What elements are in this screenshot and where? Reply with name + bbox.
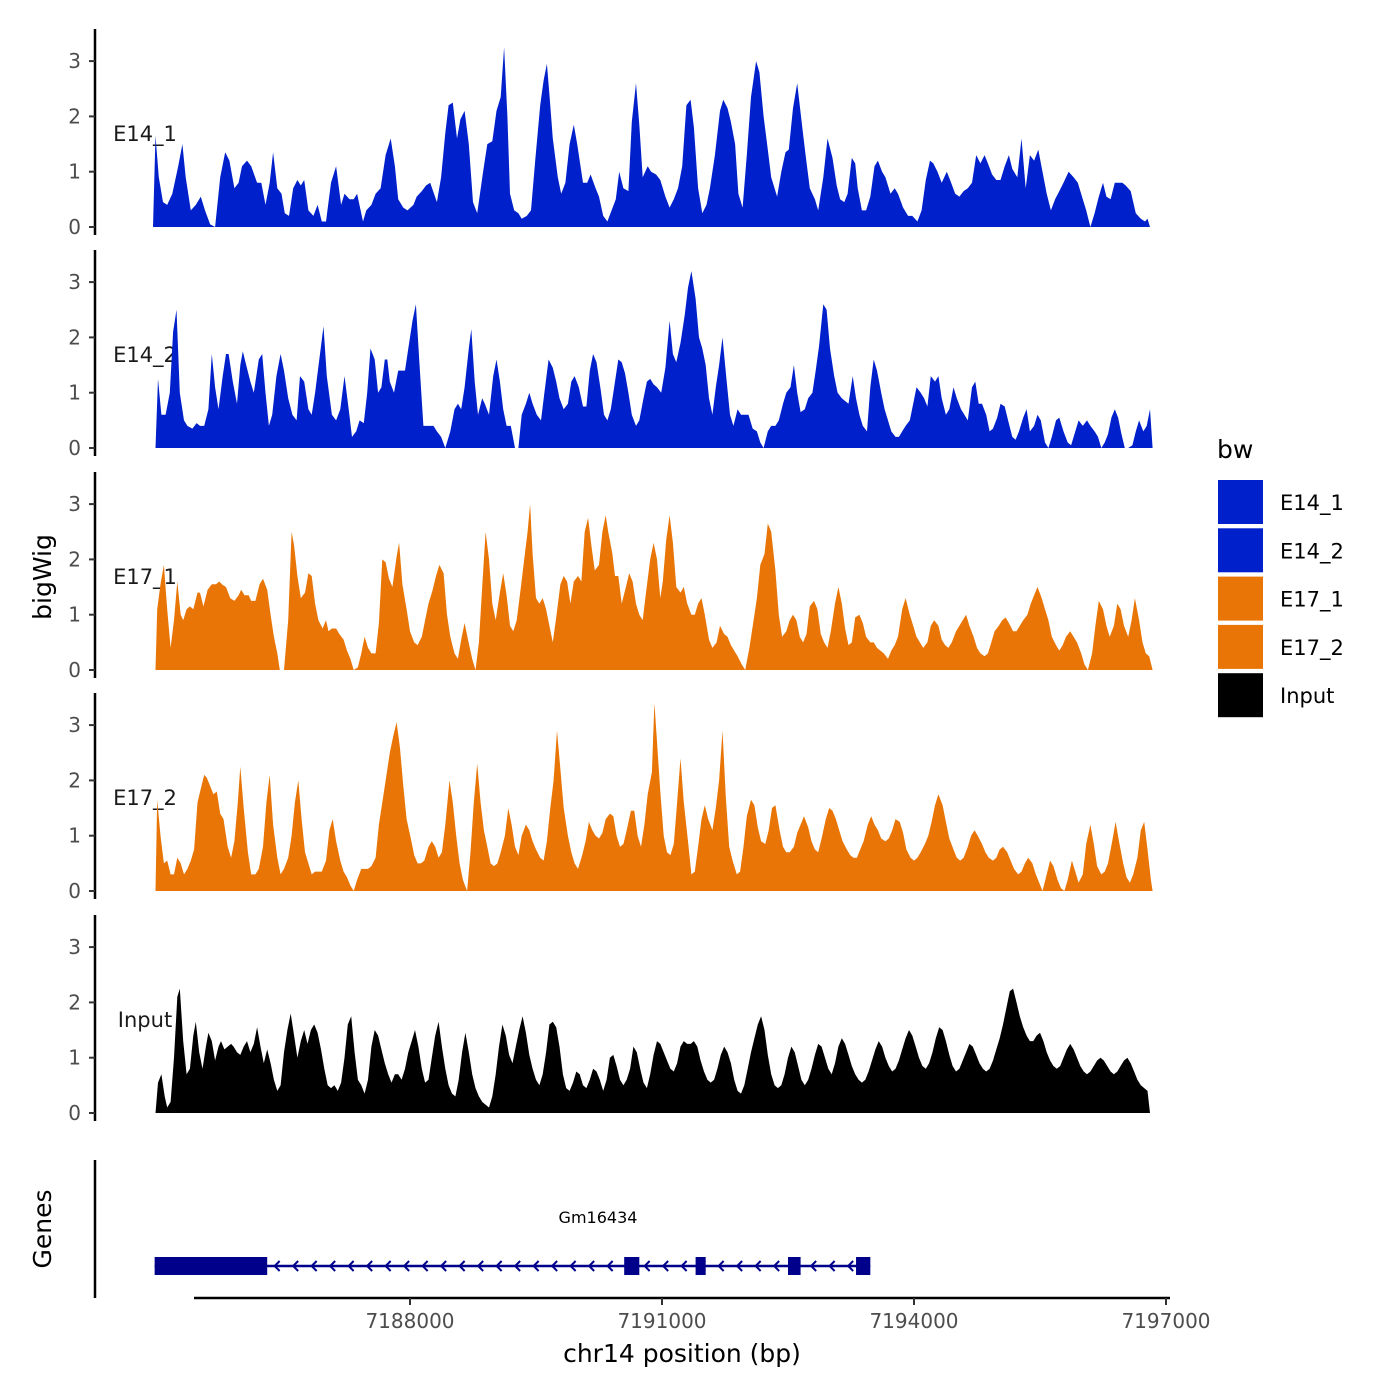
gene-exon [624,1257,640,1275]
y-tick-label: 0 [68,436,81,460]
coverage-area [155,988,1150,1113]
coverage-area [155,271,1153,448]
track-label: E14_2 [113,343,177,368]
coverage-area [155,703,1153,891]
strand-arrow [809,1260,817,1272]
strand-arrow [495,1260,503,1272]
strand-arrow [735,1260,743,1272]
coverage-area [155,504,1153,670]
legend-label: E14_1 [1280,491,1344,516]
x-tick-label: 7188000 [365,1309,454,1333]
y-tick-label: 0 [68,658,81,682]
y-tick-label: 3 [68,492,81,516]
legend-swatch [1218,528,1263,573]
strand-arrow [754,1260,762,1272]
legend-label: E17_1 [1280,588,1344,613]
track-label: E17_2 [113,786,177,811]
y-tick-label: 0 [68,879,81,903]
strand-arrow [828,1260,836,1272]
x-tick-label: 7197000 [1121,1309,1210,1333]
track-input: 0 1 2 3 Input [68,915,1150,1125]
legend-label: E14_2 [1280,539,1344,564]
strand-arrow [606,1260,614,1272]
strand-arrow [772,1260,780,1272]
y-tick-label: 3 [68,713,81,737]
y-tick-label: 0 [68,215,81,239]
legend-swatch [1218,576,1263,621]
y-tick-label: 1 [68,824,81,848]
strand-arrow [587,1260,595,1272]
strand-arrow [532,1260,540,1272]
y-tick-label: 2 [68,104,81,128]
legend-label: Input [1280,684,1334,708]
y-tick-label: 0 [68,1101,81,1125]
x-axis-title: chr14 position (bp) [563,1339,801,1368]
legend-swatch [1218,480,1263,524]
strand-arrow [365,1260,373,1272]
legend-swatch [1218,624,1263,669]
gene-exon [788,1257,801,1275]
strand-arrow [421,1260,429,1272]
track-label: Input [118,1008,172,1032]
strand-arrow [291,1260,299,1272]
legend-swatch [1218,673,1263,718]
strand-arrow [458,1260,466,1272]
strand-arrow [402,1260,410,1272]
gene-exon [695,1257,706,1275]
strand-arrow [643,1260,651,1272]
track-label: E17_1 [113,565,177,590]
genes-track-title: Genes [28,1189,57,1268]
strand-arrow [439,1260,447,1272]
genes-track: Gm16434 [93,1160,871,1298]
x-axis: 7188000 7191000 7194000 7197000 [194,1296,1211,1333]
strand-arrow [384,1260,392,1272]
strand-arrow [347,1260,355,1272]
x-tick-label: 7194000 [869,1309,958,1333]
legend-title: bw [1217,435,1253,464]
strand-arrow [476,1260,484,1272]
strand-arrow [513,1260,521,1272]
y-tick-label: 2 [68,990,81,1014]
strand-arrow [661,1260,669,1272]
y-tick-label: 2 [68,325,81,349]
strand-arrow [310,1260,318,1272]
track-e17-1: 0 1 2 3 E17_1 [68,472,1153,682]
y-tick-label: 2 [68,768,81,792]
strand-arrow [846,1260,854,1272]
strand-arrow [328,1260,336,1272]
y-tick-label: 2 [68,547,81,571]
y-axis-title: bigWig [28,534,57,620]
track-label: E14_1 [113,122,177,147]
y-tick-label: 3 [68,935,81,959]
track-e14-1: 0 1 2 3 E14_1 [68,29,1150,239]
y-tick-label: 1 [68,1046,81,1070]
track-panels: 0 1 2 3 E14_1 0 1 2 3 E14_2 0 1 2 3 E17_1 0 1 2 3 E17_2 0 1 2 3… [68,29,1153,1125]
strand-arrow [550,1260,558,1272]
coverage-area [153,47,1150,227]
legend: bw E14_1 E14_2 E17_1 E17_2 Input [1217,435,1344,718]
x-tick-label: 7191000 [617,1309,706,1333]
gene-exon [856,1257,871,1275]
y-tick-label: 3 [68,270,81,294]
gene-exon [154,1257,268,1275]
legend-label: E17_2 [1280,636,1344,661]
gene-name-label: Gm16434 [559,1208,638,1227]
y-tick-label: 1 [68,160,81,184]
track-e14-2: 0 1 2 3 E14_2 [68,250,1153,460]
y-tick-label: 1 [68,381,81,405]
track-e17-2: 0 1 2 3 E17_2 [68,693,1153,903]
y-tick-label: 3 [68,49,81,73]
y-tick-label: 1 [68,603,81,627]
strand-arrow [273,1260,281,1272]
strand-arrow [569,1260,577,1272]
strand-arrow [680,1260,688,1272]
strand-arrow [717,1260,725,1272]
